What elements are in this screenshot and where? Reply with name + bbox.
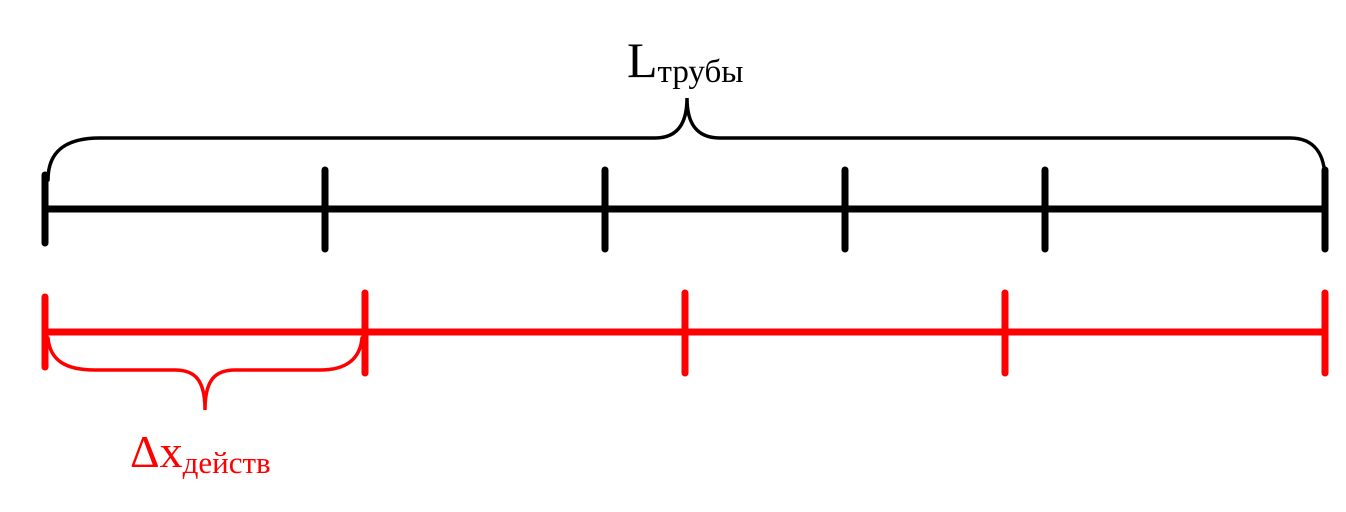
bottom-label-main: Δx bbox=[130, 426, 183, 477]
bottom-label: Δxдейств bbox=[130, 426, 271, 480]
top-label-main: L bbox=[627, 32, 658, 88]
bottom-brace bbox=[46, 336, 364, 411]
top-brace bbox=[46, 97, 1327, 182]
bottom-label-subscript: действ bbox=[183, 445, 271, 480]
top-segment-group bbox=[41, 166, 1329, 253]
top-label-subscript: трубы bbox=[658, 54, 744, 90]
top-label: Lтрубы bbox=[627, 32, 743, 90]
bottom-segment-group bbox=[41, 289, 1329, 377]
